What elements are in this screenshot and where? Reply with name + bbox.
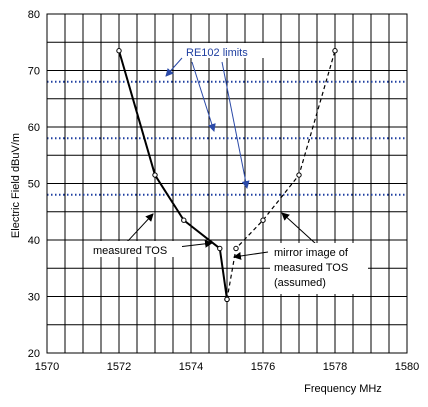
data-point-measured xyxy=(181,217,187,223)
limit-arrow xyxy=(165,57,183,77)
limit-lines xyxy=(47,80,407,196)
y-tick-label: 30 xyxy=(28,292,40,304)
y-axis-label: Electric Field dBuV/m xyxy=(10,133,22,238)
y-tick-label: 40 xyxy=(28,235,40,247)
x-tick-label: 1574 xyxy=(179,361,203,373)
x-tick-label: 1576 xyxy=(251,361,275,373)
y-tick-label: 50 xyxy=(28,179,40,191)
mirror-label-line: (assumed) xyxy=(274,277,326,289)
annotation-labels: RE102 limits measured TOS mirror image of m… xyxy=(90,43,368,294)
limit-arrow xyxy=(221,61,250,189)
grid-lines xyxy=(47,14,407,353)
x-axis-label: Frequency MHz xyxy=(304,383,382,395)
data-point-measured xyxy=(152,172,158,178)
series-line-mirror xyxy=(226,50,336,300)
data-point-mirror xyxy=(296,172,302,178)
y-tick-label: 20 xyxy=(28,348,40,360)
limits-label-bg xyxy=(183,43,272,58)
data-point-mirror xyxy=(224,296,230,303)
measured-arrow xyxy=(125,213,154,244)
mirror-label-bg xyxy=(270,243,368,294)
plot-frame xyxy=(46,13,408,354)
x-tick-label: 1580 xyxy=(395,361,419,373)
mirror-arrow xyxy=(233,251,269,260)
mirror-label-line: mirror image of xyxy=(274,247,349,259)
tick-labels: 1570 1572 1574 1576 1578 1580 20 30 40 50 60 70 80 xyxy=(28,9,419,373)
x-tick-label: 1570 xyxy=(35,361,59,373)
mirror-arrow xyxy=(281,212,317,245)
x-tick-label: 1578 xyxy=(323,361,347,373)
data-point-mirror xyxy=(260,217,266,223)
mirror-label-line: measured TOS xyxy=(274,262,348,274)
data-point-measured xyxy=(217,245,223,252)
y-tick-label: 80 xyxy=(28,9,40,21)
data-point-mirror xyxy=(332,48,338,54)
data-point-mirror xyxy=(233,245,239,252)
y-tick-label: 60 xyxy=(28,122,40,134)
limits-label: RE102 limits xyxy=(186,47,248,59)
measured-arrow xyxy=(177,239,213,248)
measured-label: measured TOS xyxy=(93,245,167,257)
measured-label-bg xyxy=(90,241,182,257)
limit-arrow xyxy=(191,61,216,132)
data-point-measured xyxy=(116,48,122,54)
y-tick-label: 70 xyxy=(28,66,40,78)
data-points xyxy=(116,48,338,303)
annotation-arrows xyxy=(125,57,317,260)
x-tick-label: 1572 xyxy=(107,361,131,373)
